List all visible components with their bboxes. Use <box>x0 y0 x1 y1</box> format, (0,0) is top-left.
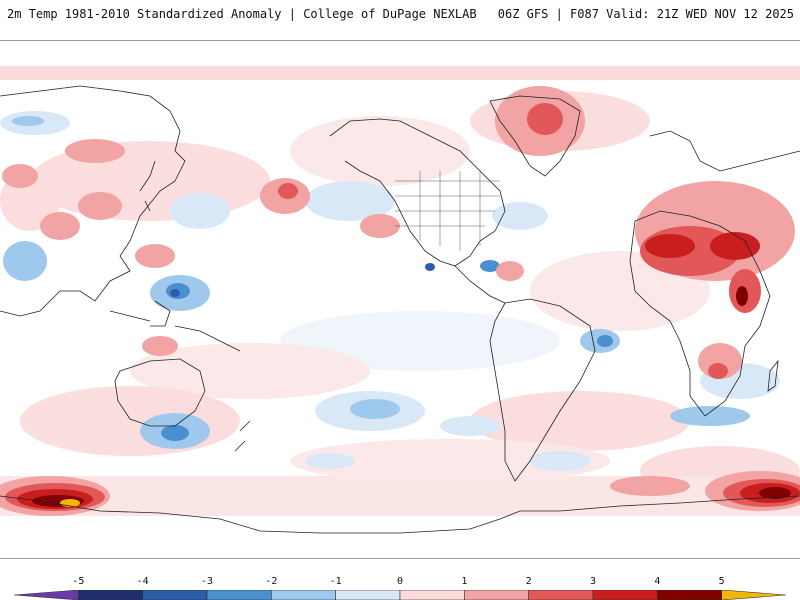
map-title: 2m Temp 1981-2010 Standardized Anomaly |… <box>7 7 477 21</box>
colorbar-segment <box>721 590 787 600</box>
colorbar-segment <box>78 590 143 600</box>
colorbar-segment <box>528 590 594 600</box>
colorbar-tick-label: -5 <box>72 576 85 587</box>
run-info: 06Z GFS | F087 Valid: 21Z WED NOV 12 202… <box>497 7 794 21</box>
colorbar-tick-label: 0 <box>396 576 404 587</box>
colorbar-segment <box>206 590 272 600</box>
colorbar-tick-label: 4 <box>654 576 661 587</box>
warm-anomaly-patches <box>2 86 795 379</box>
colorbar-segment <box>464 590 529 600</box>
map-panel[interactable] <box>0 41 800 559</box>
colorbar-scale <box>13 590 787 600</box>
colorbar-segment <box>271 590 336 600</box>
colorbar-tick-label: -1 <box>329 576 342 587</box>
coastlines <box>0 85 800 534</box>
colorbar-segment <box>592 590 658 600</box>
colorbar-segment <box>142 590 208 600</box>
colorbar-segment <box>657 590 722 600</box>
cold-anomaly-patches <box>0 111 780 471</box>
colorbar-tick-label: 2 <box>525 576 532 587</box>
colorbar-tick-label: 5 <box>718 576 725 587</box>
anomaly-map[interactable] <box>0 41 800 558</box>
state-borders <box>395 171 500 251</box>
antarctic-warm-anomalies <box>0 471 800 516</box>
colorbar-tick-label: -3 <box>200 576 214 587</box>
arctic-warm-band <box>0 66 800 80</box>
colorbar-segment <box>399 590 465 600</box>
colorbar-tick-label: -4 <box>136 576 149 587</box>
colorbar-tick-label: 1 <box>461 576 468 587</box>
colorbar-segment <box>335 590 401 600</box>
header-bar: 2m Temp 1981-2010 Standardized Anomaly |… <box>0 0 800 41</box>
colorbar-tick-label: -2 <box>265 576 278 587</box>
colorbar: -5 -4 -3 -2 -1 0 1 2 3 4 5 <box>0 570 800 600</box>
colorbar-segment <box>13 590 79 600</box>
colorbar-tick-label: 3 <box>589 576 597 587</box>
